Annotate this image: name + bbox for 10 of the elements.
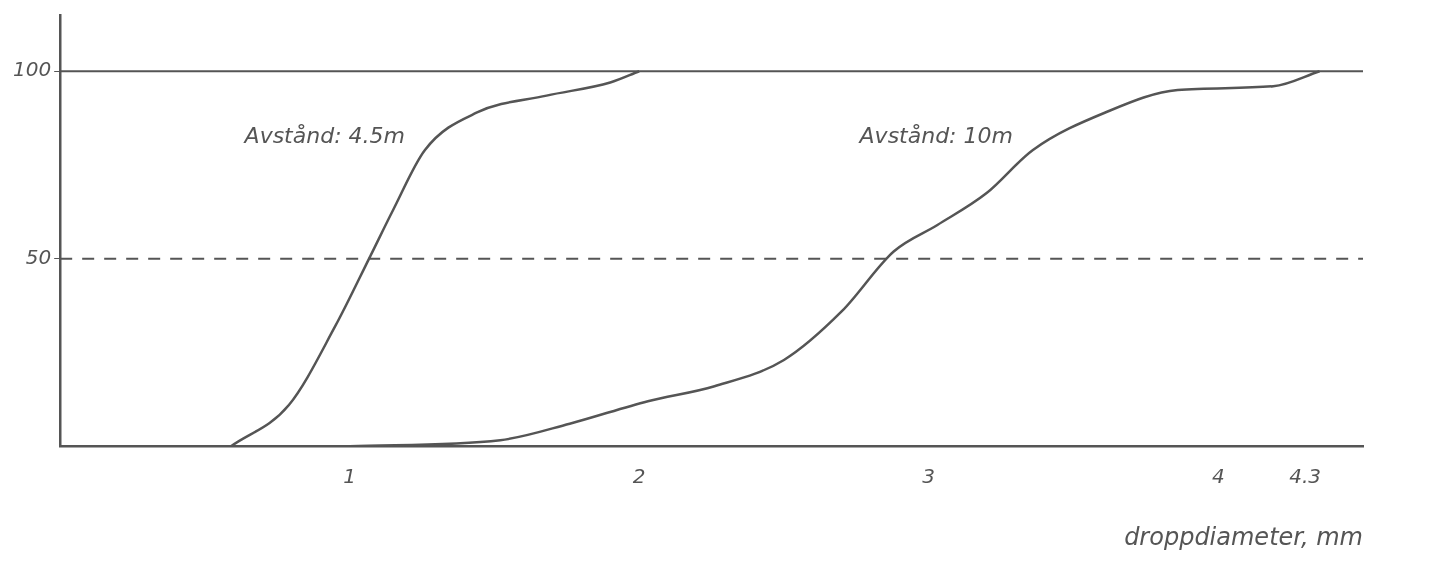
x-tick-label: 3 xyxy=(922,464,936,489)
y-tick-label: 50 xyxy=(25,244,52,269)
x-axis-title: droppdiameter, mm xyxy=(1124,522,1363,551)
series-label: Avstånd: 10m xyxy=(857,123,1013,149)
x-tick-label: 4 xyxy=(1211,464,1225,489)
x-tick-label: 1 xyxy=(343,464,357,489)
series-label: Avstånd: 4.5m xyxy=(242,123,405,149)
y-tick-label: 100 xyxy=(12,57,52,82)
x-tick-label: 2 xyxy=(632,464,646,489)
x-tick-label: 4.3 xyxy=(1289,464,1321,489)
